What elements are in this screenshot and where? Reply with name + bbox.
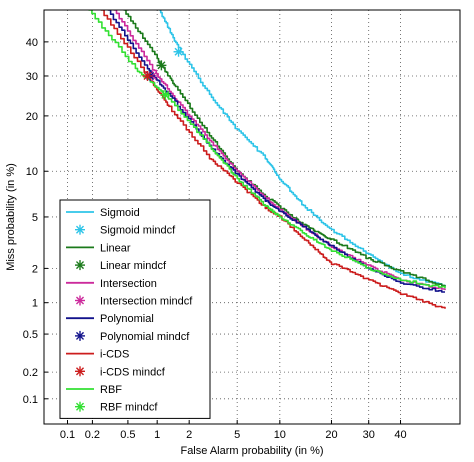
x-tick-label: 0.5 <box>120 429 135 441</box>
legend-label: RBF mindcf <box>100 402 158 414</box>
legend-label: i-CDS mindcf <box>100 366 166 378</box>
x-tick-label: 10 <box>274 429 286 441</box>
series-line-rbf <box>88 10 446 289</box>
x-axis-label: False Alarm probability (in %) <box>180 445 323 457</box>
y-tick-label: 0.1 <box>23 394 38 406</box>
x-tick-label: 30 <box>363 429 375 441</box>
legend-entry: i-CDS <box>66 349 129 361</box>
legend-label: RBF <box>100 384 122 396</box>
legend-label: Sigmoid <box>100 207 140 219</box>
legend-label: Polynomial mindcf <box>100 331 190 343</box>
legend-label: i-CDS <box>100 349 129 361</box>
legend-swatch-star <box>75 260 85 271</box>
y-tick-label: 2 <box>32 263 38 275</box>
y-tick-label: 40 <box>26 37 38 49</box>
y-tick-label: 10 <box>26 166 38 178</box>
legend-swatch-star <box>75 366 85 377</box>
x-tick-label: 1 <box>154 429 160 441</box>
mindcf-marker-sigmoid <box>173 46 184 57</box>
x-tick-label: 2 <box>186 429 192 441</box>
legend-entry: Sigmoid <box>66 207 140 219</box>
y-tick-label: 0.2 <box>23 367 38 379</box>
mindcf-marker-layer <box>142 46 184 100</box>
legend-label: Intersection <box>100 278 157 290</box>
legend-entry: RBF <box>66 384 122 396</box>
legend-entry: Linear <box>66 242 131 254</box>
tick-layer: 0.1 0.2 0.5 1 2 5 10 20 30 40 0.1 0.2 0.5 1 2 5 10 20 30 40 <box>23 37 407 441</box>
legend-entry: Intersection mindcf <box>75 295 193 308</box>
legend-entry: Polynomial <box>66 313 154 325</box>
legend-swatch-star <box>75 330 85 341</box>
legend-box <box>59 199 211 419</box>
y-axis-label: Miss probability (in %) <box>5 163 17 271</box>
legend-entry: Intersection <box>66 278 157 290</box>
x-tick-label: 0.2 <box>85 429 100 441</box>
legend-swatch-star <box>75 401 85 412</box>
y-tick-label: 0.5 <box>23 329 38 341</box>
mindcf-marker-i-cds <box>142 70 153 81</box>
legend-entry: RBF mindcf <box>75 401 158 414</box>
y-tick-label: 5 <box>32 212 38 224</box>
legend-entry: Linear mindcf <box>75 260 167 272</box>
legend-entry: i-CDS mindcf <box>75 366 166 378</box>
mindcf-marker-linear <box>156 60 167 71</box>
x-tick-label: 0.1 <box>60 429 75 441</box>
legend-entry: Sigmoid mindcf <box>75 224 176 237</box>
y-tick-label: 20 <box>26 111 38 123</box>
x-tick-label: 5 <box>234 429 240 441</box>
x-tick-label: 20 <box>325 429 337 441</box>
legend-label: Linear mindcf <box>100 260 167 272</box>
legend-swatch-star <box>75 295 85 306</box>
x-tick-label: 40 <box>394 429 406 441</box>
mindcf-marker-rbf <box>160 89 171 100</box>
series-layer <box>88 10 446 309</box>
legend-swatch-star <box>75 224 85 235</box>
y-tick-label: 30 <box>26 71 38 83</box>
legend: Sigmoid Sigmoid mindcf Linear Linear mindcf… <box>59 199 211 419</box>
legend-label: Intersection mindcf <box>100 296 193 308</box>
legend-label: Sigmoid mindcf <box>100 225 176 237</box>
series-line-linear <box>123 10 446 287</box>
legend-label: Linear <box>100 242 131 254</box>
legend-label: Polynomial <box>100 313 154 325</box>
legend-entry: Polynomial mindcf <box>75 330 190 343</box>
y-tick-label: 1 <box>32 298 38 310</box>
series-line-sigmoid <box>159 10 446 287</box>
